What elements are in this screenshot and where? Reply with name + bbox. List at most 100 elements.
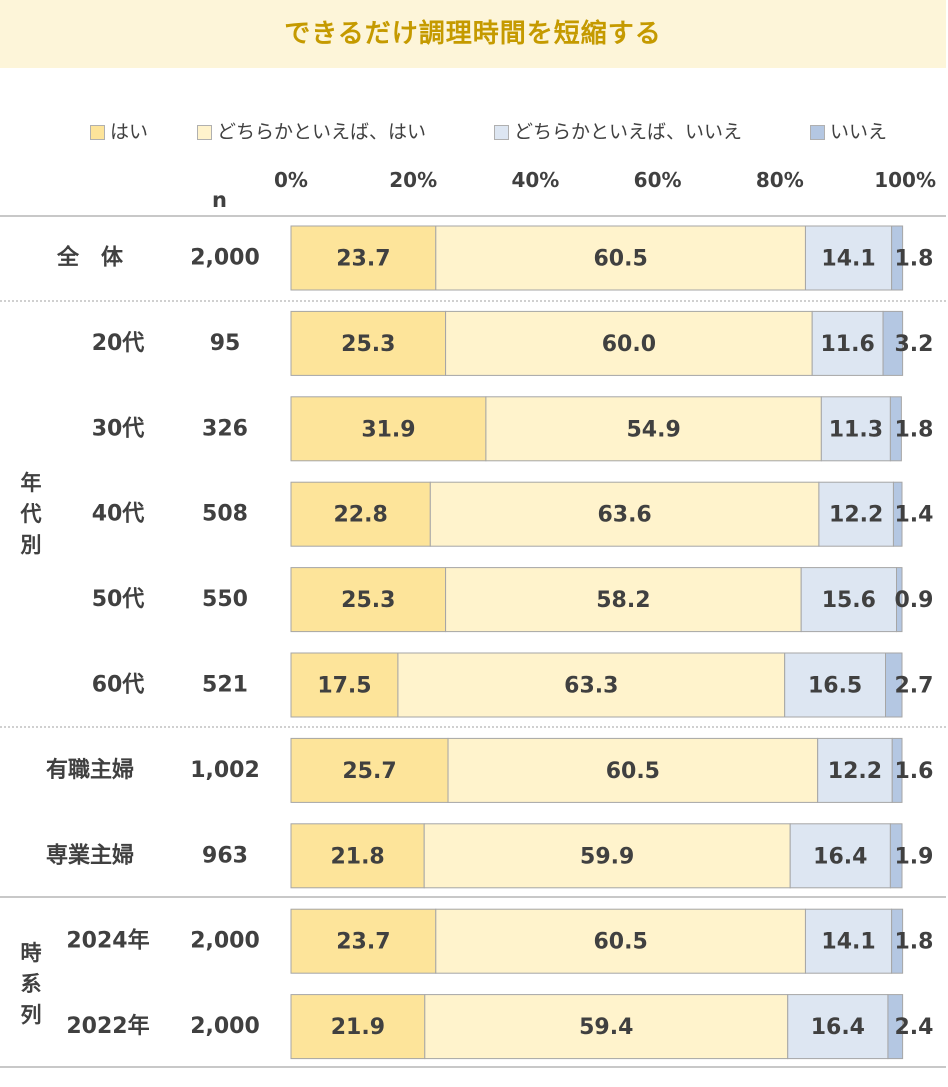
group-label-char: 別 <box>21 533 42 557</box>
legend-label: はい <box>110 121 149 143</box>
data-label: 0.9 <box>895 588 934 613</box>
bar-segment <box>290 994 426 1060</box>
n-value: 508 <box>202 502 248 527</box>
data-label: 15.6 <box>822 588 876 613</box>
data-label: 14.1 <box>821 247 875 272</box>
group-label-char: 系 <box>21 972 42 996</box>
bar-segment <box>811 310 884 376</box>
legend-swatch <box>494 125 509 140</box>
legend-swatch <box>197 125 212 140</box>
data-label: 23.7 <box>336 930 390 955</box>
n-value: 2,000 <box>190 1014 260 1039</box>
legend: はい どちらかといえば、はい どちらかといえば、いいえ いいえ <box>0 116 948 148</box>
legend-label: どちらかといえば、はい <box>217 121 427 143</box>
bar-segment <box>889 823 903 889</box>
data-label: 60.5 <box>606 759 660 784</box>
data-label: 23.7 <box>336 247 390 272</box>
bar-segment <box>445 567 802 633</box>
data-label: 63.6 <box>597 503 651 528</box>
bar-segment <box>485 396 822 462</box>
bar-segment <box>891 908 904 974</box>
data-label: 25.7 <box>342 759 396 784</box>
bar-segment <box>423 823 791 889</box>
bar-segment <box>891 737 903 803</box>
category-label: 専業主婦 <box>46 842 134 868</box>
data-label: 63.3 <box>564 674 618 699</box>
legend-label: いいえ <box>830 121 888 143</box>
legend-swatch <box>810 125 825 140</box>
data-label: 60.0 <box>602 332 656 357</box>
category-label: 20代 <box>92 331 145 356</box>
data-label: 1.9 <box>895 844 934 869</box>
data-label: 21.8 <box>330 844 384 869</box>
x-tick-label: 100% <box>874 168 936 192</box>
category-label: 40代 <box>92 502 145 527</box>
data-label: 25.3 <box>341 588 395 613</box>
legend-item-no: いいえ <box>810 116 887 148</box>
chart-title: できるだけ調理時間を短縮する <box>284 19 662 49</box>
category-label: 30代 <box>92 416 145 441</box>
n-value: 2,000 <box>190 929 260 954</box>
data-label: 2.4 <box>895 1015 934 1040</box>
data-label: 16.4 <box>811 1015 865 1040</box>
bar-segment <box>784 652 887 718</box>
bar-segment <box>445 310 813 376</box>
data-label: 25.3 <box>341 332 395 357</box>
bar-segment <box>882 310 904 376</box>
bar-segment <box>424 994 789 1060</box>
legend-swatch <box>90 125 105 140</box>
bar-segment <box>290 737 449 803</box>
bar-segment <box>887 994 904 1060</box>
category-label: 全 体 <box>56 245 124 271</box>
bar-segment <box>290 823 425 889</box>
data-label: 59.9 <box>580 844 634 869</box>
bar-segment <box>818 481 894 547</box>
n-value: 95 <box>210 331 241 356</box>
data-label: 1.6 <box>895 759 934 784</box>
data-label: 21.9 <box>331 1015 385 1040</box>
x-tick-label: 80% <box>756 168 804 192</box>
bar-segment <box>885 652 903 718</box>
legend-item-yes: はい <box>90 116 148 148</box>
data-label: 2.7 <box>895 674 934 699</box>
data-label: 54.9 <box>626 417 680 442</box>
n-value: 550 <box>202 587 248 612</box>
data-label: 1.8 <box>895 417 934 442</box>
legend-label: どちらかといえば、いいえ <box>514 121 743 143</box>
legend-item-somewhat-yes: どちらかといえば、はい <box>197 116 426 148</box>
data-label: 16.4 <box>813 844 867 869</box>
bar-segment <box>892 481 903 547</box>
n-value: 963 <box>202 843 248 868</box>
category-label: 有職主婦 <box>46 757 134 783</box>
bar-segment <box>435 225 806 291</box>
data-label: 59.4 <box>579 1015 633 1040</box>
data-label: 60.5 <box>593 930 647 955</box>
bar-segment <box>804 908 893 974</box>
bar-segment <box>290 396 487 462</box>
n-value: 1,002 <box>190 758 260 783</box>
bar-segment <box>817 737 893 803</box>
category-label: 2022年 <box>66 1013 149 1039</box>
data-label: 1.8 <box>895 247 934 272</box>
legend-item-somewhat-no: どちらかといえば、いいえ <box>494 116 742 148</box>
data-label: 1.8 <box>895 930 934 955</box>
bar-segment <box>290 908 437 974</box>
bar-segment <box>789 823 891 889</box>
data-label: 17.5 <box>317 674 371 699</box>
data-label: 12.2 <box>828 759 882 784</box>
bar-segment <box>397 652 786 718</box>
group-label-char: 時 <box>21 941 42 965</box>
data-label: 58.2 <box>596 588 650 613</box>
n-value: 2,000 <box>190 246 260 271</box>
x-tick-label: 20% <box>389 168 437 192</box>
title-bar <box>0 0 946 68</box>
data-label: 11.6 <box>820 332 874 357</box>
x-tick-label: 60% <box>634 168 682 192</box>
category-label: 50代 <box>92 587 145 612</box>
bar-segment <box>891 225 904 291</box>
data-label: 60.5 <box>593 247 647 272</box>
data-label: 31.9 <box>361 417 415 442</box>
bar-segment <box>896 567 903 633</box>
data-label: 22.8 <box>334 503 388 528</box>
n-header: n <box>212 188 227 212</box>
